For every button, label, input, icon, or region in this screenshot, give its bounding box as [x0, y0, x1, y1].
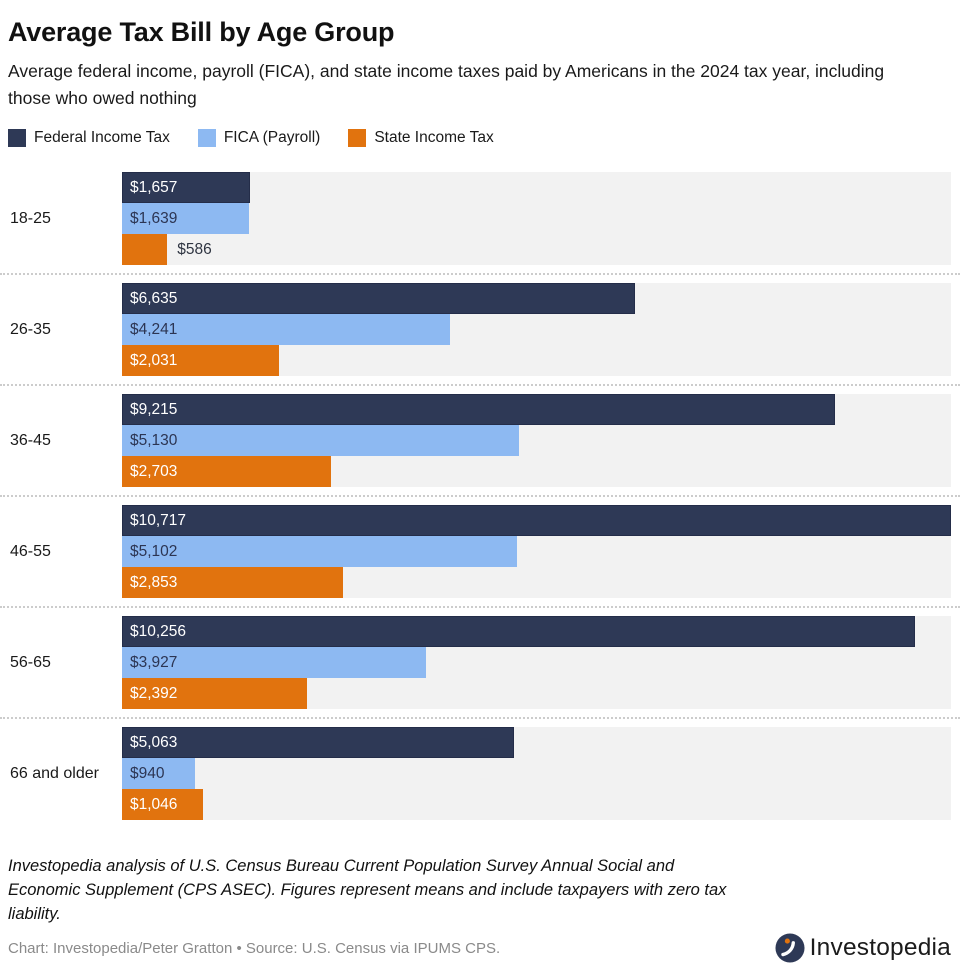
bar-state-income-tax: $2,392 — [122, 678, 307, 709]
bar-row: $1,657 — [122, 172, 951, 203]
bar-value-label: $1,046 — [130, 796, 178, 813]
bar-federal-income-tax: $9,215 — [122, 394, 835, 425]
bar-value-label: $10,256 — [130, 623, 187, 640]
bar-federal-income-tax: $6,635 — [122, 283, 636, 314]
group-separator — [0, 273, 960, 275]
bar-row: $5,102 — [122, 536, 951, 567]
bars-area: $10,717 $5,102 $2,853 — [122, 505, 951, 598]
bar-value-label: $4,241 — [130, 321, 178, 338]
bar-value-label: $10,717 — [130, 512, 187, 529]
bar-fica-payroll-: $940 — [122, 758, 195, 789]
row-label: 56-65 — [10, 653, 51, 671]
bars-area: $6,635 $4,241 $2,031 — [122, 283, 951, 376]
bar-group: 26-35 $6,635 $4,241 $2,031 — [8, 283, 951, 376]
bars-area: $1,657 $1,639 $586 — [122, 172, 951, 265]
bar-row: $5,063 — [122, 727, 951, 758]
bar-group: 36-45 $9,215 $5,130 $2,703 — [8, 394, 951, 487]
bar-group: 18-25 $1,657 $1,639 $586 — [8, 172, 951, 265]
bar-fica-payroll-: $3,927 — [122, 647, 426, 678]
bar-value-label: $940 — [130, 765, 165, 782]
bar-row: $3,927 — [122, 647, 951, 678]
bar-state-income-tax: $2,703 — [122, 456, 332, 487]
bar-row: $5,130 — [122, 425, 951, 456]
bar-row: $4,241 — [122, 314, 951, 345]
bar-value-label: $5,130 — [130, 432, 178, 449]
bar-value-label: $2,703 — [130, 463, 178, 480]
bar-state-income-tax: $2,031 — [122, 345, 280, 376]
bar-value-label: $1,657 — [130, 179, 178, 196]
bar-value-label: $2,031 — [130, 352, 178, 369]
bar-row: $2,703 — [122, 456, 951, 487]
bar-row: $9,215 — [122, 394, 951, 425]
bar-value-label: $2,853 — [130, 574, 178, 591]
bar-row: $940 — [122, 758, 951, 789]
credit-line: Chart: Investopedia/Peter Gratton • Sour… — [8, 939, 501, 957]
investopedia-logo-text: Investopedia — [809, 934, 951, 961]
bar-row: $2,392 — [122, 678, 951, 709]
bar-state-income-tax — [122, 234, 168, 265]
row-label: 18-25 — [10, 209, 51, 227]
bar-fica-payroll-: $5,102 — [122, 536, 517, 567]
investopedia-logo-icon — [775, 933, 805, 963]
legend-item: FICA (Payroll) — [197, 129, 321, 147]
bar-value-label: $1,639 — [130, 210, 178, 227]
bar-value-label: $5,063 — [130, 734, 178, 751]
group-separator — [0, 606, 960, 608]
bar-group: 66 and older $5,063 $940 $1,046 — [8, 727, 951, 820]
bar-value-label: $5,102 — [130, 543, 178, 560]
bars-area: $5,063 $940 $1,046 — [122, 727, 951, 820]
row-label: 46-55 — [10, 542, 51, 560]
bar-value-label: $9,215 — [130, 401, 178, 418]
legend: Federal Income Tax FICA (Payroll) State In… — [8, 129, 951, 147]
bar-value-label: $6,635 — [130, 290, 178, 307]
bar-row: $1,046 — [122, 789, 951, 820]
bar-row: $1,639 — [122, 203, 951, 234]
legend-swatch — [8, 129, 26, 147]
bar-fica-payroll-: $4,241 — [122, 314, 451, 345]
bar-federal-income-tax: $10,717 — [122, 505, 951, 536]
row-label: 36-45 — [10, 431, 51, 449]
legend-label: State Income Tax — [374, 129, 494, 146]
legend-label: Federal Income Tax — [34, 129, 170, 146]
legend-item: Federal Income Tax — [8, 129, 170, 147]
bar-federal-income-tax: $5,063 — [122, 727, 514, 758]
bar-group: 56-65 $10,256 $3,927 $2,392 — [8, 616, 951, 709]
footnote: Investopedia analysis of U.S. Census Bur… — [8, 857, 727, 923]
bar-value-label: $2,392 — [130, 685, 178, 702]
bar-federal-income-tax: $1,657 — [122, 172, 251, 203]
legend-label: FICA (Payroll) — [223, 129, 321, 146]
bar-state-income-tax: $1,046 — [122, 789, 203, 820]
bar-row: $6,635 — [122, 283, 951, 314]
bar-row: $2,853 — [122, 567, 951, 598]
legend-swatch — [197, 129, 216, 147]
bars-area: $10,256 $3,927 $2,392 — [122, 616, 951, 709]
bar-row: $2,031 — [122, 345, 951, 376]
legend-item: State Income Tax — [348, 129, 494, 147]
row-label: 26-35 — [10, 320, 51, 338]
bar-federal-income-tax: $10,256 — [122, 616, 916, 647]
row-label: 66 and older — [10, 764, 99, 782]
group-separator — [0, 384, 960, 386]
investopedia-logo: Investopedia — [775, 933, 951, 963]
bar-value-label: $3,927 — [130, 654, 178, 671]
bar-fica-payroll-: $5,130 — [122, 425, 519, 456]
credit-row: Chart: Investopedia/Peter Gratton • Sour… — [8, 933, 951, 963]
bar-group: 46-55 $10,717 $5,102 $2,853 — [8, 505, 951, 598]
bar-fica-payroll-: $1,639 — [122, 203, 249, 234]
bar-row: $10,256 — [122, 616, 951, 647]
bars-area: $9,215 $5,130 $2,703 — [122, 394, 951, 487]
group-separator — [0, 717, 960, 719]
chart-subtitle: Average federal income, payroll (FICA), … — [8, 61, 885, 108]
page-title: Average Tax Bill by Age Group — [8, 17, 395, 47]
bar-row: $586 — [122, 234, 951, 265]
bar-chart: 18-25 $1,657 $1,639 $586 26-35 $6,635 $4,241 $2… — [0, 172, 960, 820]
group-separator — [0, 495, 960, 497]
legend-swatch — [348, 129, 367, 147]
chart-footer: Investopedia analysis of U.S. Census Bur… — [8, 854, 951, 963]
bar-value-label: $586 — [177, 241, 212, 258]
bar-row: $10,717 — [122, 505, 951, 536]
bar-state-income-tax: $2,853 — [122, 567, 343, 598]
